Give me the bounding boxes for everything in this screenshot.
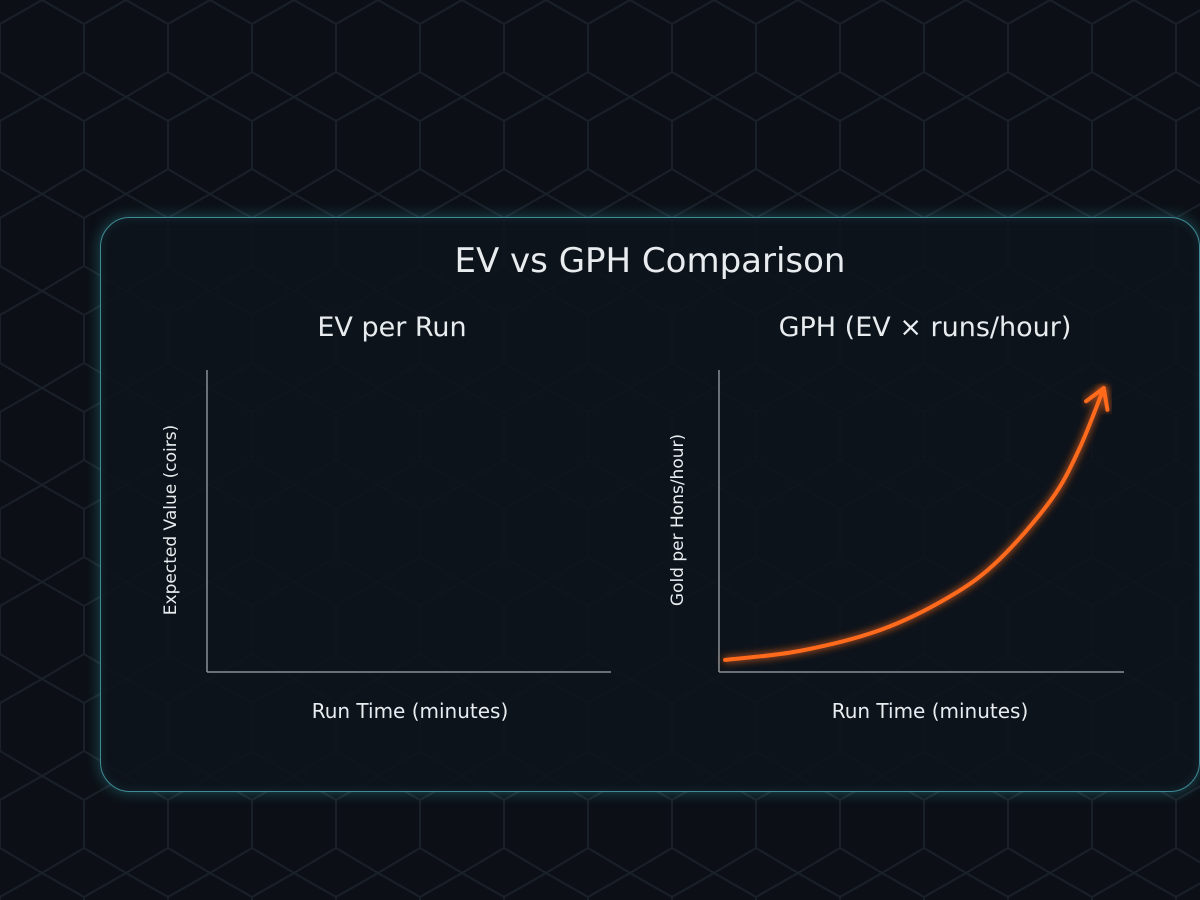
chart-title: EV vs GPH Comparison [455,241,846,281]
gph-y-label: Gold per Hons/hour) [668,434,688,606]
gph-curve [723,386,1106,662]
ev-x-label: Run Time (minutes) [312,699,509,723]
ev-y-label: Expected Value (coirs) [161,425,181,615]
chart-card [100,217,1200,792]
panel-title-ev: EV per Run [317,312,466,343]
gph-x-label: Run Time (minutes) [832,699,1029,723]
panel-title-gph: GPH (EV × runs/hour) [779,312,1072,343]
arrow-head-icon [1084,386,1110,412]
